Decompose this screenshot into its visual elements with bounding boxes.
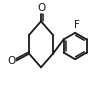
Text: F: F (74, 20, 80, 30)
Text: O: O (7, 55, 15, 65)
Text: O: O (37, 3, 45, 13)
